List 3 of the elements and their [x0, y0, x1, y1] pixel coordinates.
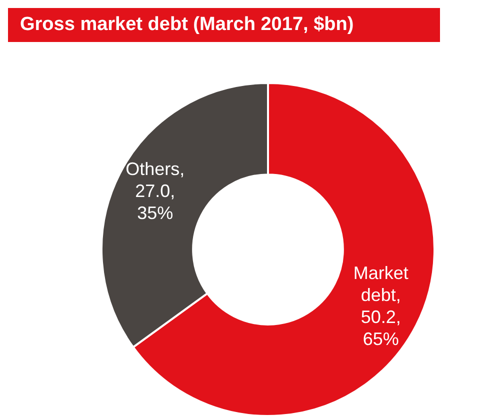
- chart-title: Gross market debt (March 2017, $bn): [8, 8, 440, 42]
- slice-label: Market debt, 50.2, 65%: [353, 263, 408, 350]
- slice-label: Others, 27.0, 35%: [126, 158, 185, 223]
